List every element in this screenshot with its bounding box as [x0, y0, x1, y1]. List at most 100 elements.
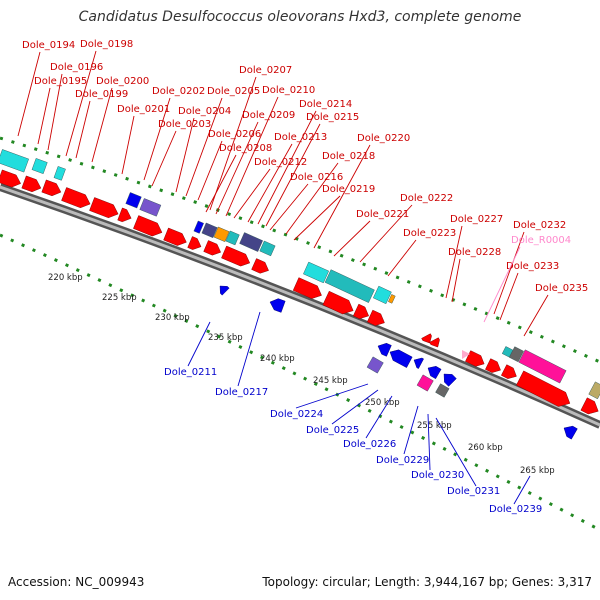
scale-tick-label: 255 kbp — [417, 421, 452, 431]
gene-box-cyan — [0, 149, 29, 173]
gene-box-cyan — [372, 285, 392, 305]
forward-cds-arrow — [292, 277, 322, 299]
reverse-cds-arrow — [219, 285, 230, 296]
forward-cds-arrow — [41, 179, 62, 197]
leader-line — [359, 204, 413, 263]
leader-line — [451, 258, 461, 303]
scale-tick-label: 225 kbp — [102, 293, 137, 303]
forward-cds-arrow — [366, 309, 385, 326]
forward-cds-arrow — [187, 236, 202, 250]
leader-line — [185, 97, 223, 197]
leader-line — [225, 96, 279, 217]
forward-cds-arrow — [501, 364, 517, 379]
gene-label-dole-0227: Dole_0227 — [450, 214, 503, 225]
leader-line — [91, 87, 113, 163]
forward-cds-arrow — [117, 207, 132, 223]
reverse-cds-arrow — [427, 366, 442, 380]
gene-label-dole-0202: Dole_0202 — [152, 86, 205, 97]
gene-label-dole-0226: Dole_0226 — [343, 439, 396, 450]
scale-tick-label: 240 kbp — [260, 354, 295, 364]
forward-cds-arrow — [485, 358, 501, 373]
leader-line — [47, 73, 63, 151]
leader-line — [387, 239, 417, 277]
leader-line — [121, 115, 135, 175]
gene-box-gray — [509, 346, 524, 363]
gene-label-dole-r0004: Dole_R0004 — [511, 235, 571, 246]
leader-line — [17, 51, 41, 137]
forward-cds-arrow — [0, 169, 21, 188]
leader-line — [285, 162, 339, 235]
leader-line — [205, 154, 237, 213]
gene-label-dole-0213: Dole_0213 — [274, 132, 327, 143]
rna-gene-marker — [462, 350, 470, 359]
leader-line — [143, 97, 171, 181]
genome-summary-text: Topology: circular; Length: 3,944,167 bp… — [262, 575, 592, 589]
leader-line — [493, 231, 525, 315]
gene-label-dole-0214: Dole_0214 — [299, 99, 352, 110]
gene-label-dole-0207: Dole_0207 — [239, 65, 292, 76]
reverse-cds-arrow — [389, 349, 413, 368]
gene-box-cyan — [31, 158, 48, 174]
forward-cds-arrow — [465, 350, 485, 367]
gene-box-blue — [125, 192, 142, 209]
leader-line — [237, 311, 261, 387]
gene-label-dole-0196: Dole_0196 — [50, 62, 103, 73]
gene-label-dole-0205: Dole_0205 — [207, 86, 260, 97]
leader-line — [209, 76, 257, 211]
gene-box-purple — [139, 198, 162, 217]
leader-line — [247, 143, 293, 223]
gene-box-slate — [201, 222, 218, 239]
forward-cds-arrow — [133, 215, 163, 237]
gene-label-dole-0219: Dole_0219 — [322, 184, 375, 195]
leader-line — [523, 294, 549, 337]
gene-label-dole-0233: Dole_0233 — [506, 261, 559, 272]
leader-line — [435, 417, 477, 487]
reverse-gene-box-pink — [416, 374, 434, 392]
gene-label-dole-0198: Dole_0198 — [80, 39, 133, 50]
leader-line — [233, 168, 271, 219]
leader-line — [269, 183, 309, 231]
reverse-gene-box-gray — [435, 383, 450, 398]
gene-box-teal — [225, 230, 240, 246]
leader-line — [65, 50, 97, 157]
leader-line — [313, 144, 371, 249]
forward-cds-arrow — [221, 245, 251, 267]
forward-cds-arrow — [322, 290, 354, 315]
forward-cds-arrow — [163, 227, 187, 246]
leader-line — [187, 321, 211, 367]
gene-box-slate — [239, 232, 263, 252]
gene-box-teal — [324, 269, 375, 303]
leader-line — [445, 225, 463, 299]
gene-label-dole-0229: Dole_0229 — [376, 455, 429, 466]
leader-line — [265, 123, 321, 227]
forward-cds-arrow — [421, 333, 432, 344]
gene-label-dole-0194: Dole_0194 — [22, 40, 75, 51]
leader-line — [175, 117, 195, 193]
leader-line — [403, 405, 419, 455]
leader-line — [499, 272, 519, 321]
leader-line — [427, 413, 431, 471]
gene-box-cyan — [303, 261, 330, 284]
leader-line — [365, 395, 393, 439]
scale-tick-label: 220 kbp — [48, 273, 83, 283]
gene-label-dole-0230: Dole_0230 — [411, 470, 464, 481]
gene-label-dole-0209: Dole_0209 — [242, 110, 295, 121]
forward-cds-arrow — [580, 397, 599, 415]
gene-box-pink — [518, 349, 567, 384]
gene-box-teal — [259, 240, 276, 257]
gene-label-dole-0218: Dole_0218 — [322, 151, 375, 162]
gene-label-dole-0222: Dole_0222 — [400, 193, 453, 204]
forward-cds-arrow — [516, 370, 571, 407]
forward-cds-arrow — [352, 303, 369, 319]
gene-box-cyan — [53, 166, 66, 181]
scale-tick-label: 265 kbp — [520, 466, 555, 476]
gene-label-dole-0199: Dole_0199 — [75, 89, 128, 100]
gene-label-dole-0225: Dole_0225 — [306, 425, 359, 436]
forward-cds-arrow — [203, 240, 222, 256]
accession-text: Accession: NC_009943 — [8, 575, 145, 589]
leader-line — [75, 100, 91, 159]
gene-label-dole-0221: Dole_0221 — [356, 209, 409, 220]
reverse-cds-arrow — [269, 298, 286, 313]
gene-label-dole-0201: Dole_0201 — [117, 104, 170, 115]
